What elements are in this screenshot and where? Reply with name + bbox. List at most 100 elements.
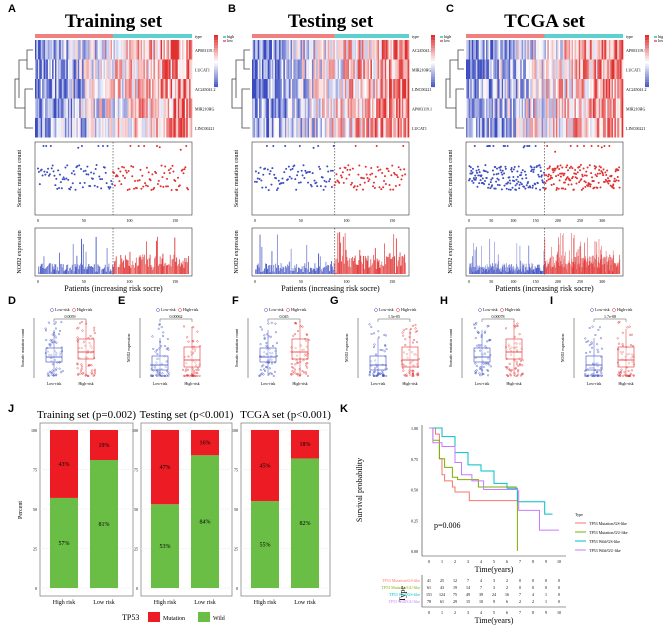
scatter-point (523, 145, 526, 147)
scatter-point (185, 145, 188, 147)
heatmap-cell (603, 118, 605, 138)
box-point (167, 373, 170, 376)
heatmap-cell (74, 118, 77, 138)
heatmap-cell (69, 118, 71, 138)
heatmap-cell (126, 59, 129, 79)
heatmap-cell (110, 118, 113, 138)
heatmap-cell (164, 59, 167, 79)
heatmap-cell (494, 118, 497, 138)
scatter-point (509, 188, 512, 191)
heatmap-cell (567, 118, 570, 138)
scatter-point (321, 176, 324, 179)
heatmap-cell (104, 59, 107, 79)
box-point (85, 373, 88, 376)
expression-bar (538, 264, 540, 274)
heatmap-cell (337, 98, 340, 118)
x-tick: 100 (510, 279, 516, 284)
heatmap-cell (611, 79, 614, 99)
expression-bar (547, 263, 548, 274)
expression-bar (302, 271, 304, 274)
y-tick: 0.50 (411, 488, 418, 493)
legend-title: TP53 (122, 613, 139, 622)
scatter-point (98, 175, 101, 178)
scatter-point (562, 174, 565, 177)
heatmap-cell (564, 79, 567, 99)
expression-bar (472, 256, 473, 274)
scatter-point (86, 165, 89, 168)
heatmap-cell (97, 59, 100, 79)
legend-high: high (658, 34, 663, 39)
expression-bar (513, 269, 515, 274)
expression-bar (154, 258, 156, 274)
heatmap-cell (74, 98, 77, 118)
expression-bar (39, 266, 41, 274)
box-point (263, 368, 266, 371)
heatmap-cell (363, 118, 366, 138)
heatmap-cell (561, 79, 564, 99)
heatmap-cell (363, 98, 366, 118)
expression-bar (608, 260, 610, 274)
x-tick: 300 (599, 218, 605, 223)
heatmap-cell (184, 98, 187, 118)
heatmap-cell (46, 40, 49, 60)
heatmap-cell (90, 98, 93, 118)
heatmap-cell (495, 98, 498, 118)
expression-bar (604, 256, 605, 274)
legend-high-key (72, 308, 76, 312)
heatmap-cell (313, 79, 316, 99)
expression-bar (547, 265, 549, 274)
heatmap-cell (104, 118, 107, 138)
color-legend-step (431, 58, 435, 62)
box-point (480, 344, 483, 347)
scatter-point (272, 145, 275, 147)
expression-bar (539, 265, 540, 274)
expression-bar (619, 254, 620, 274)
heatmap-cell (169, 59, 171, 79)
heatmap-cell (333, 40, 336, 60)
heatmap-cell (471, 98, 474, 118)
scatter-point (66, 164, 69, 167)
heatmap-cell (70, 40, 73, 60)
expression-bar (265, 263, 267, 274)
box-point (411, 373, 414, 376)
expression-bar (539, 267, 541, 274)
heatmap-cell (43, 118, 46, 138)
heatmap-cell (60, 40, 63, 60)
scatter-point (513, 180, 516, 183)
heatmap-cell (528, 98, 531, 118)
expression-bar (583, 257, 584, 274)
expression-bar (516, 264, 517, 274)
risk-count: 0 (558, 592, 560, 597)
scatter-point (140, 187, 143, 190)
scatter-point (507, 181, 510, 184)
expression-bar (575, 256, 577, 274)
heatmap-cell (180, 59, 183, 79)
heatmap-cell (133, 40, 136, 60)
heatmap-cell (162, 98, 164, 118)
heatmap-cell (399, 118, 401, 138)
scatter-point (512, 168, 515, 171)
box-point (54, 350, 57, 353)
scatter-point (266, 168, 269, 171)
box-point (384, 334, 387, 337)
expression-bar (556, 261, 557, 274)
scatter-point (110, 179, 113, 182)
heatmap-cell (525, 98, 528, 118)
heatmap-cell (498, 59, 501, 79)
heatmap-cell (119, 98, 121, 118)
x-category: Low-risk (475, 381, 490, 386)
scatter-point (257, 171, 260, 174)
heatmap-cell (329, 118, 331, 138)
heatmap-cell (36, 79, 39, 99)
scatter-point (554, 150, 557, 153)
heatmap-cell (67, 118, 70, 138)
heatmap-cell (555, 98, 558, 118)
heatmap-cell (538, 59, 541, 79)
scatter-point (132, 166, 135, 169)
heatmap-cell (467, 59, 470, 79)
expression-bar (552, 266, 554, 274)
box-point (260, 373, 263, 376)
heatmap-cell (317, 79, 320, 99)
heatmap-cell (277, 118, 280, 138)
color-legend-step (431, 40, 435, 43)
